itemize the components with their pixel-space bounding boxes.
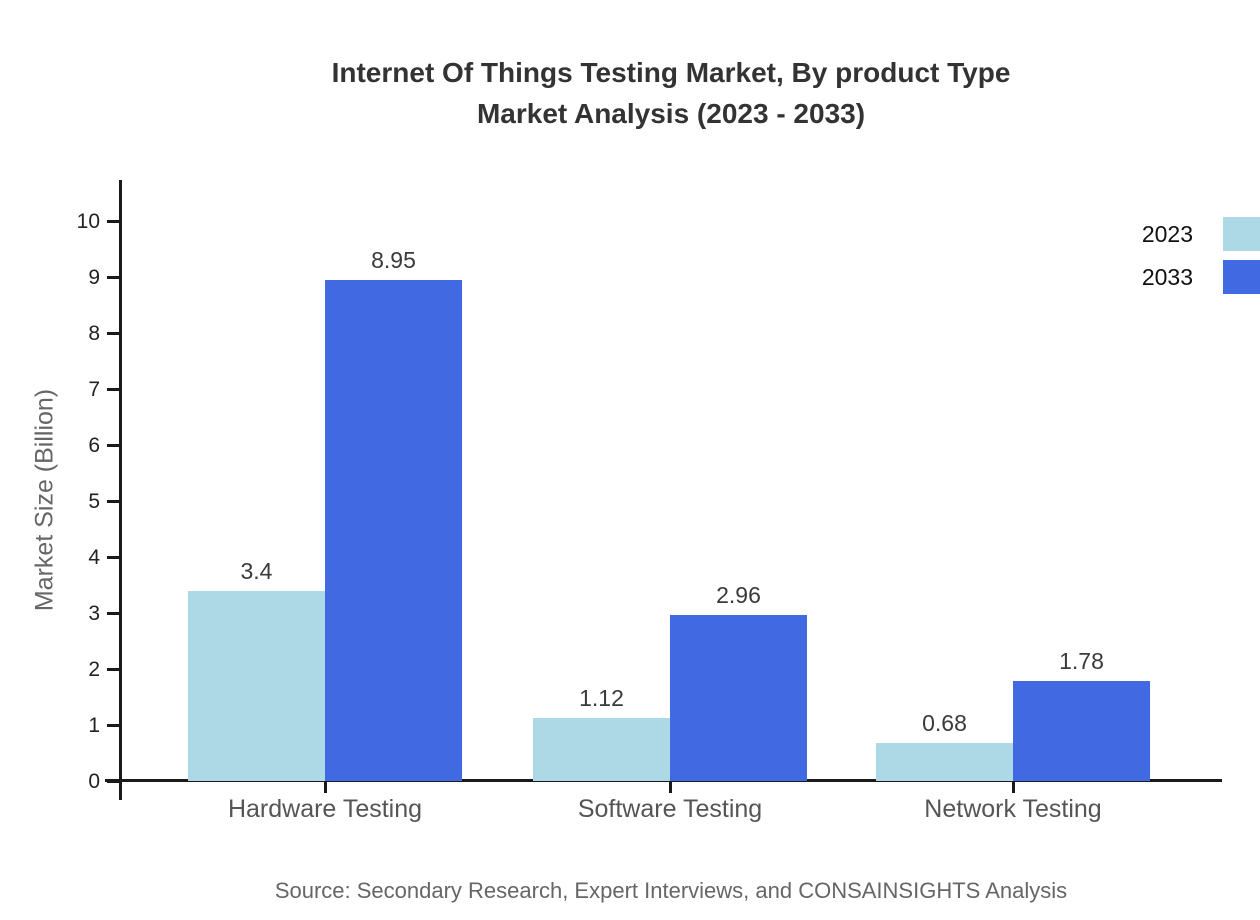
legend-row-2033: 2033 <box>1142 260 1260 294</box>
y-tick-label-6: 6 <box>88 433 100 457</box>
bar-2023-network-testing <box>876 742 1013 781</box>
legend-row-2023: 2023 <box>1142 217 1260 251</box>
y-tick-label-8: 8 <box>88 321 100 345</box>
bar-2023-hardware-testing <box>188 590 325 781</box>
y-tick-mark-0 <box>107 780 120 783</box>
bar-2033-network-testing <box>1013 681 1150 781</box>
y-axis-title: Market Size (Billion) <box>30 388 59 612</box>
legend-label-2033: 2033 <box>1141 263 1193 290</box>
bar-2033-hardware-testing <box>325 279 462 781</box>
bar-value-2033-network-testing: 1.78 <box>1059 648 1104 675</box>
chart-title-line1: Internet Of Things Testing Market, By pr… <box>331 57 1011 88</box>
bar-value-2033-software-testing: 2.96 <box>716 582 761 609</box>
y-tick-label-3: 3 <box>88 601 100 625</box>
y-tick-mark-7 <box>107 388 120 391</box>
bar-value-2023-hardware-testing: 3.4 <box>240 557 273 584</box>
y-tick-label-4: 4 <box>88 545 100 569</box>
bar-value-2033-hardware-testing: 8.95 <box>371 246 416 273</box>
bar-value-2023-network-testing: 0.68 <box>922 709 967 736</box>
legend-swatch-2023 <box>1223 217 1260 251</box>
y-tick-label-7: 7 <box>88 377 100 401</box>
bar-2023-software-testing <box>533 718 670 781</box>
y-tick-label-1: 1 <box>88 713 100 737</box>
category-label-hardware-testing: Hardware Testing <box>227 795 423 823</box>
legend-label-2023: 2023 <box>1141 220 1193 247</box>
category-label-software-testing: Software Testing <box>577 795 763 823</box>
y-tick-mark-3 <box>107 612 120 615</box>
y-tick-mark-1 <box>107 724 120 727</box>
chart-title-line2: Market Analysis (2023 - 2033) <box>476 98 866 129</box>
y-tick-mark-10 <box>107 220 120 223</box>
y-tick-label-2: 2 <box>88 657 100 681</box>
y-tick-mark-6 <box>107 444 120 447</box>
y-tick-mark-9 <box>107 276 120 279</box>
source-line: Source: Secondary Research, Expert Inter… <box>274 878 1068 903</box>
x-tick-mark-1 <box>323 782 327 793</box>
bar-value-2023-software-testing: 1.12 <box>579 685 624 712</box>
y-axis-line <box>119 180 122 800</box>
y-tick-label-10: 10 <box>76 209 100 233</box>
category-label-network-testing: Network Testing <box>924 795 1102 823</box>
y-tick-mark-2 <box>107 668 120 671</box>
y-tick-mark-4 <box>107 556 120 559</box>
bar-2033-software-testing <box>670 615 807 781</box>
y-tick-label-0: 0 <box>88 769 100 793</box>
legend: 2023 2033 <box>1142 217 1260 303</box>
x-tick-mark-3 <box>1011 782 1015 793</box>
y-tick-label-5: 5 <box>88 489 100 513</box>
y-tick-mark-5 <box>107 500 120 503</box>
y-tick-mark-8 <box>107 332 120 335</box>
x-tick-mark-2 <box>668 782 672 793</box>
legend-swatch-2033 <box>1223 260 1260 294</box>
y-tick-label-9: 9 <box>88 265 100 289</box>
chart-title: Internet Of Things Testing Market, By pr… <box>120 52 1222 134</box>
